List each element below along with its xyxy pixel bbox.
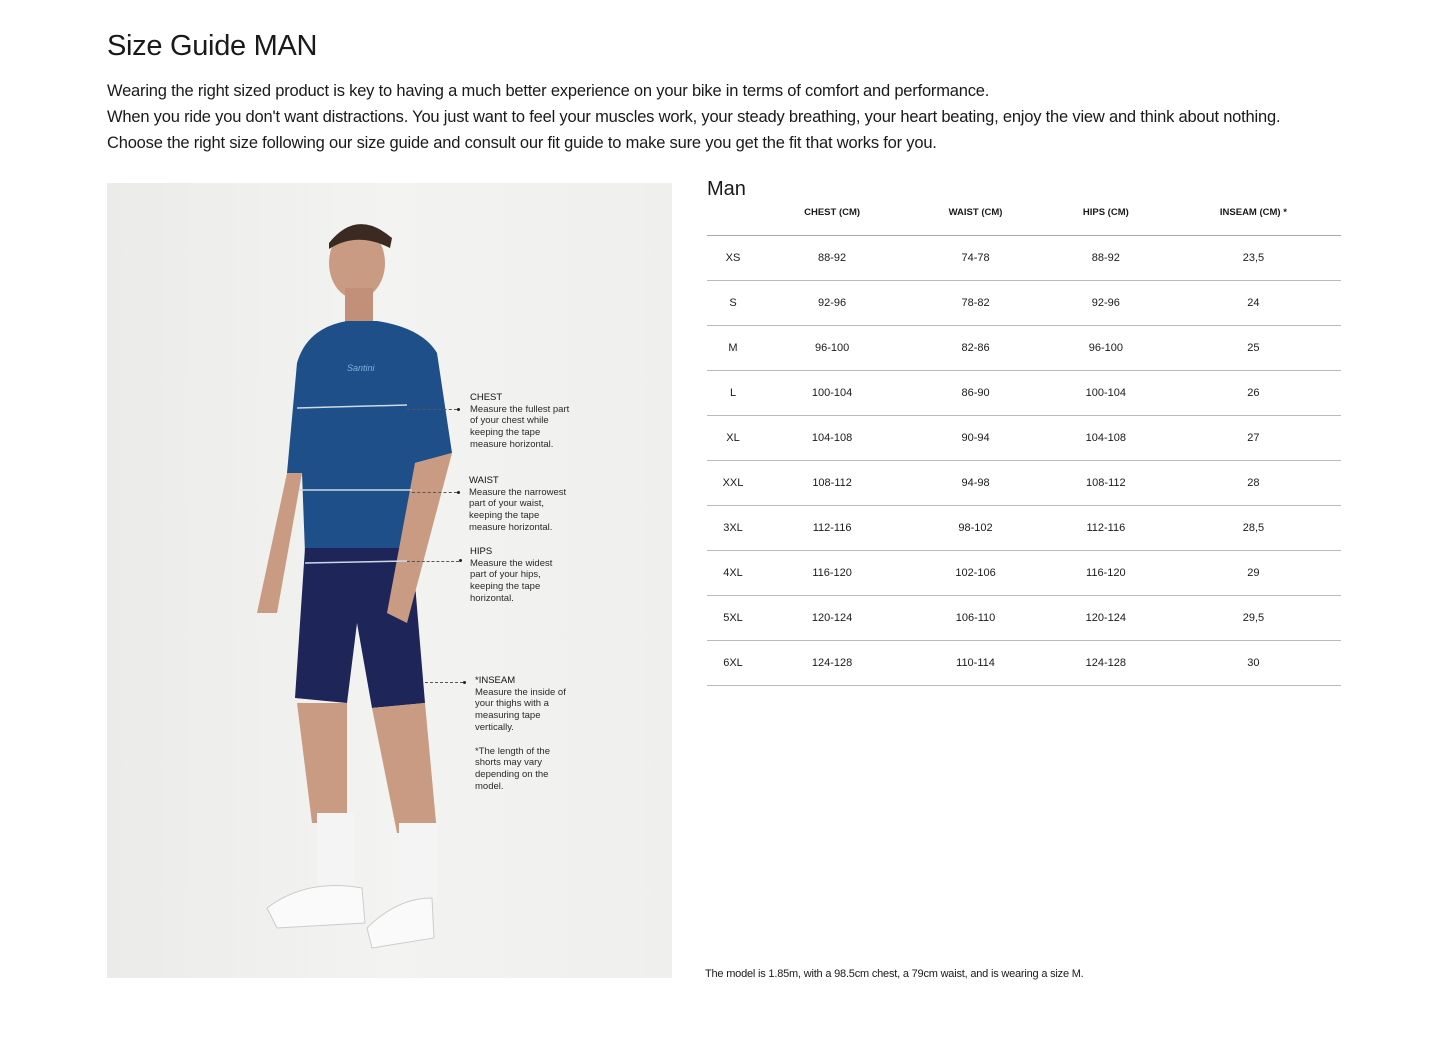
header-hips: HIPS (CM)	[1045, 190, 1166, 236]
hips-cell: 120-124	[1045, 595, 1166, 641]
intro-line-1: Wearing the right sized product is key t…	[107, 82, 990, 100]
hips-cell: 112-116	[1045, 505, 1166, 551]
table-row: XL 104-108 90-94 104-108 27	[707, 415, 1341, 461]
intro-line-2: When you ride you don't want distraction…	[107, 108, 1281, 126]
hips-cell: 104-108	[1045, 415, 1166, 461]
waist-cell: 90-94	[905, 415, 1046, 461]
table-row: M 96-100 82-86 96-100 25	[707, 325, 1341, 371]
chest-cell: 104-108	[759, 415, 906, 461]
inseam-cell: 26	[1165, 370, 1341, 416]
waist-cell: 74-78	[905, 235, 1046, 281]
hips-cell: 124-128	[1045, 640, 1166, 686]
size-table: CHEST (CM) WAIST (CM) HIPS (CM) INSEAM (…	[707, 190, 1341, 686]
table-header-row: CHEST (CM) WAIST (CM) HIPS (CM) INSEAM (…	[707, 190, 1341, 236]
inseam-cell: 24	[1165, 280, 1341, 326]
size-cell: 4XL	[707, 550, 759, 596]
annotation-title: CHEST	[470, 392, 503, 403]
table-row: 4XL 116-120 102-106 116-120 29	[707, 550, 1341, 596]
waist-marker	[457, 491, 460, 494]
size-cell: XL	[707, 415, 759, 461]
svg-text:Santini: Santini	[347, 363, 376, 373]
chest-cell: 108-112	[759, 460, 906, 506]
table-row: S 92-96 78-82 92-96 24	[707, 280, 1341, 326]
header-chest: CHEST (CM)	[759, 190, 906, 236]
chest-cell: 100-104	[759, 370, 906, 416]
waist-cell: 94-98	[905, 460, 1046, 506]
waist-cell: 86-90	[905, 370, 1046, 416]
inseam-cell: 25	[1165, 325, 1341, 371]
annotation-waist: WAIST Measure the narrowest part of your …	[469, 475, 567, 533]
size-cell: 6XL	[707, 640, 759, 686]
size-cell: 3XL	[707, 505, 759, 551]
waist-cell: 106-110	[905, 595, 1046, 641]
table-row: 5XL 120-124 106-110 120-124 29,5	[707, 595, 1341, 641]
chest-cell: 116-120	[759, 550, 906, 596]
hips-marker	[459, 559, 462, 562]
page-title: Size Guide MAN	[107, 30, 318, 62]
inseam-cell: 29,5	[1165, 595, 1341, 641]
size-cell: S	[707, 280, 759, 326]
waist-cell: 98-102	[905, 505, 1046, 551]
header-size	[707, 190, 759, 236]
hips-cell: 108-112	[1045, 460, 1166, 506]
size-cell: XXL	[707, 460, 759, 506]
table-row: 3XL 112-116 98-102 112-116 28,5	[707, 505, 1341, 551]
annotation-chest: CHEST Measure the fullest part of your ch…	[470, 392, 575, 451]
inseam-marker	[463, 681, 466, 684]
size-cell: 5XL	[707, 595, 759, 641]
table-row: L 100-104 86-90 100-104 26	[707, 370, 1341, 416]
chest-marker	[457, 408, 460, 411]
inseam-cell: 23,5	[1165, 235, 1341, 281]
inseam-guide-line	[425, 682, 463, 683]
inseam-cell: 29	[1165, 550, 1341, 596]
model-image: Santini CHEST Measure the fullest part of…	[107, 183, 672, 978]
waist-cell: 78-82	[905, 280, 1046, 326]
waist-guide-line	[412, 492, 457, 493]
chest-cell: 92-96	[759, 280, 906, 326]
intro-line-3: Choose the right size following our size…	[107, 134, 937, 152]
model-footnote: The model is 1.85m, with a 98.5cm chest,…	[705, 968, 1084, 980]
chest-cell: 96-100	[759, 325, 906, 371]
inseam-cell: 27	[1165, 415, 1341, 461]
hips-cell: 100-104	[1045, 370, 1166, 416]
size-cell: M	[707, 325, 759, 371]
inseam-cell: 28	[1165, 460, 1341, 506]
inseam-cell: 30	[1165, 640, 1341, 686]
hips-cell: 116-120	[1045, 550, 1166, 596]
size-cell: XS	[707, 235, 759, 281]
cyclist-model-figure: Santini	[257, 224, 452, 949]
chest-cell: 124-128	[759, 640, 906, 686]
waist-cell: 82-86	[905, 325, 1046, 371]
hips-guide-line	[407, 561, 459, 562]
size-cell: L	[707, 370, 759, 416]
waist-cell: 102-106	[905, 550, 1046, 596]
chest-cell: 120-124	[759, 595, 906, 641]
chest-guide-line	[407, 409, 457, 410]
hips-cell: 92-96	[1045, 280, 1166, 326]
table-row: XS 88-92 74-78 88-92 23,5	[707, 235, 1341, 281]
annotation-hips: HIPS Measure the widest part of your hips…	[470, 546, 553, 604]
chest-cell: 88-92	[759, 235, 906, 281]
waist-cell: 110-114	[905, 640, 1046, 686]
chest-cell: 112-116	[759, 505, 906, 551]
header-waist: WAIST (CM)	[905, 190, 1046, 236]
hips-cell: 88-92	[1045, 235, 1166, 281]
inseam-cell: 28,5	[1165, 505, 1341, 551]
hips-cell: 96-100	[1045, 325, 1166, 371]
table-row: XXL 108-112 94-98 108-112 28	[707, 460, 1341, 506]
table-row: 6XL 124-128 110-114 124-128 30	[707, 640, 1341, 686]
header-inseam: INSEAM (CM) *	[1165, 190, 1341, 236]
annotation-inseam: *INSEAM Measure the inside of your thighs…	[475, 675, 566, 792]
